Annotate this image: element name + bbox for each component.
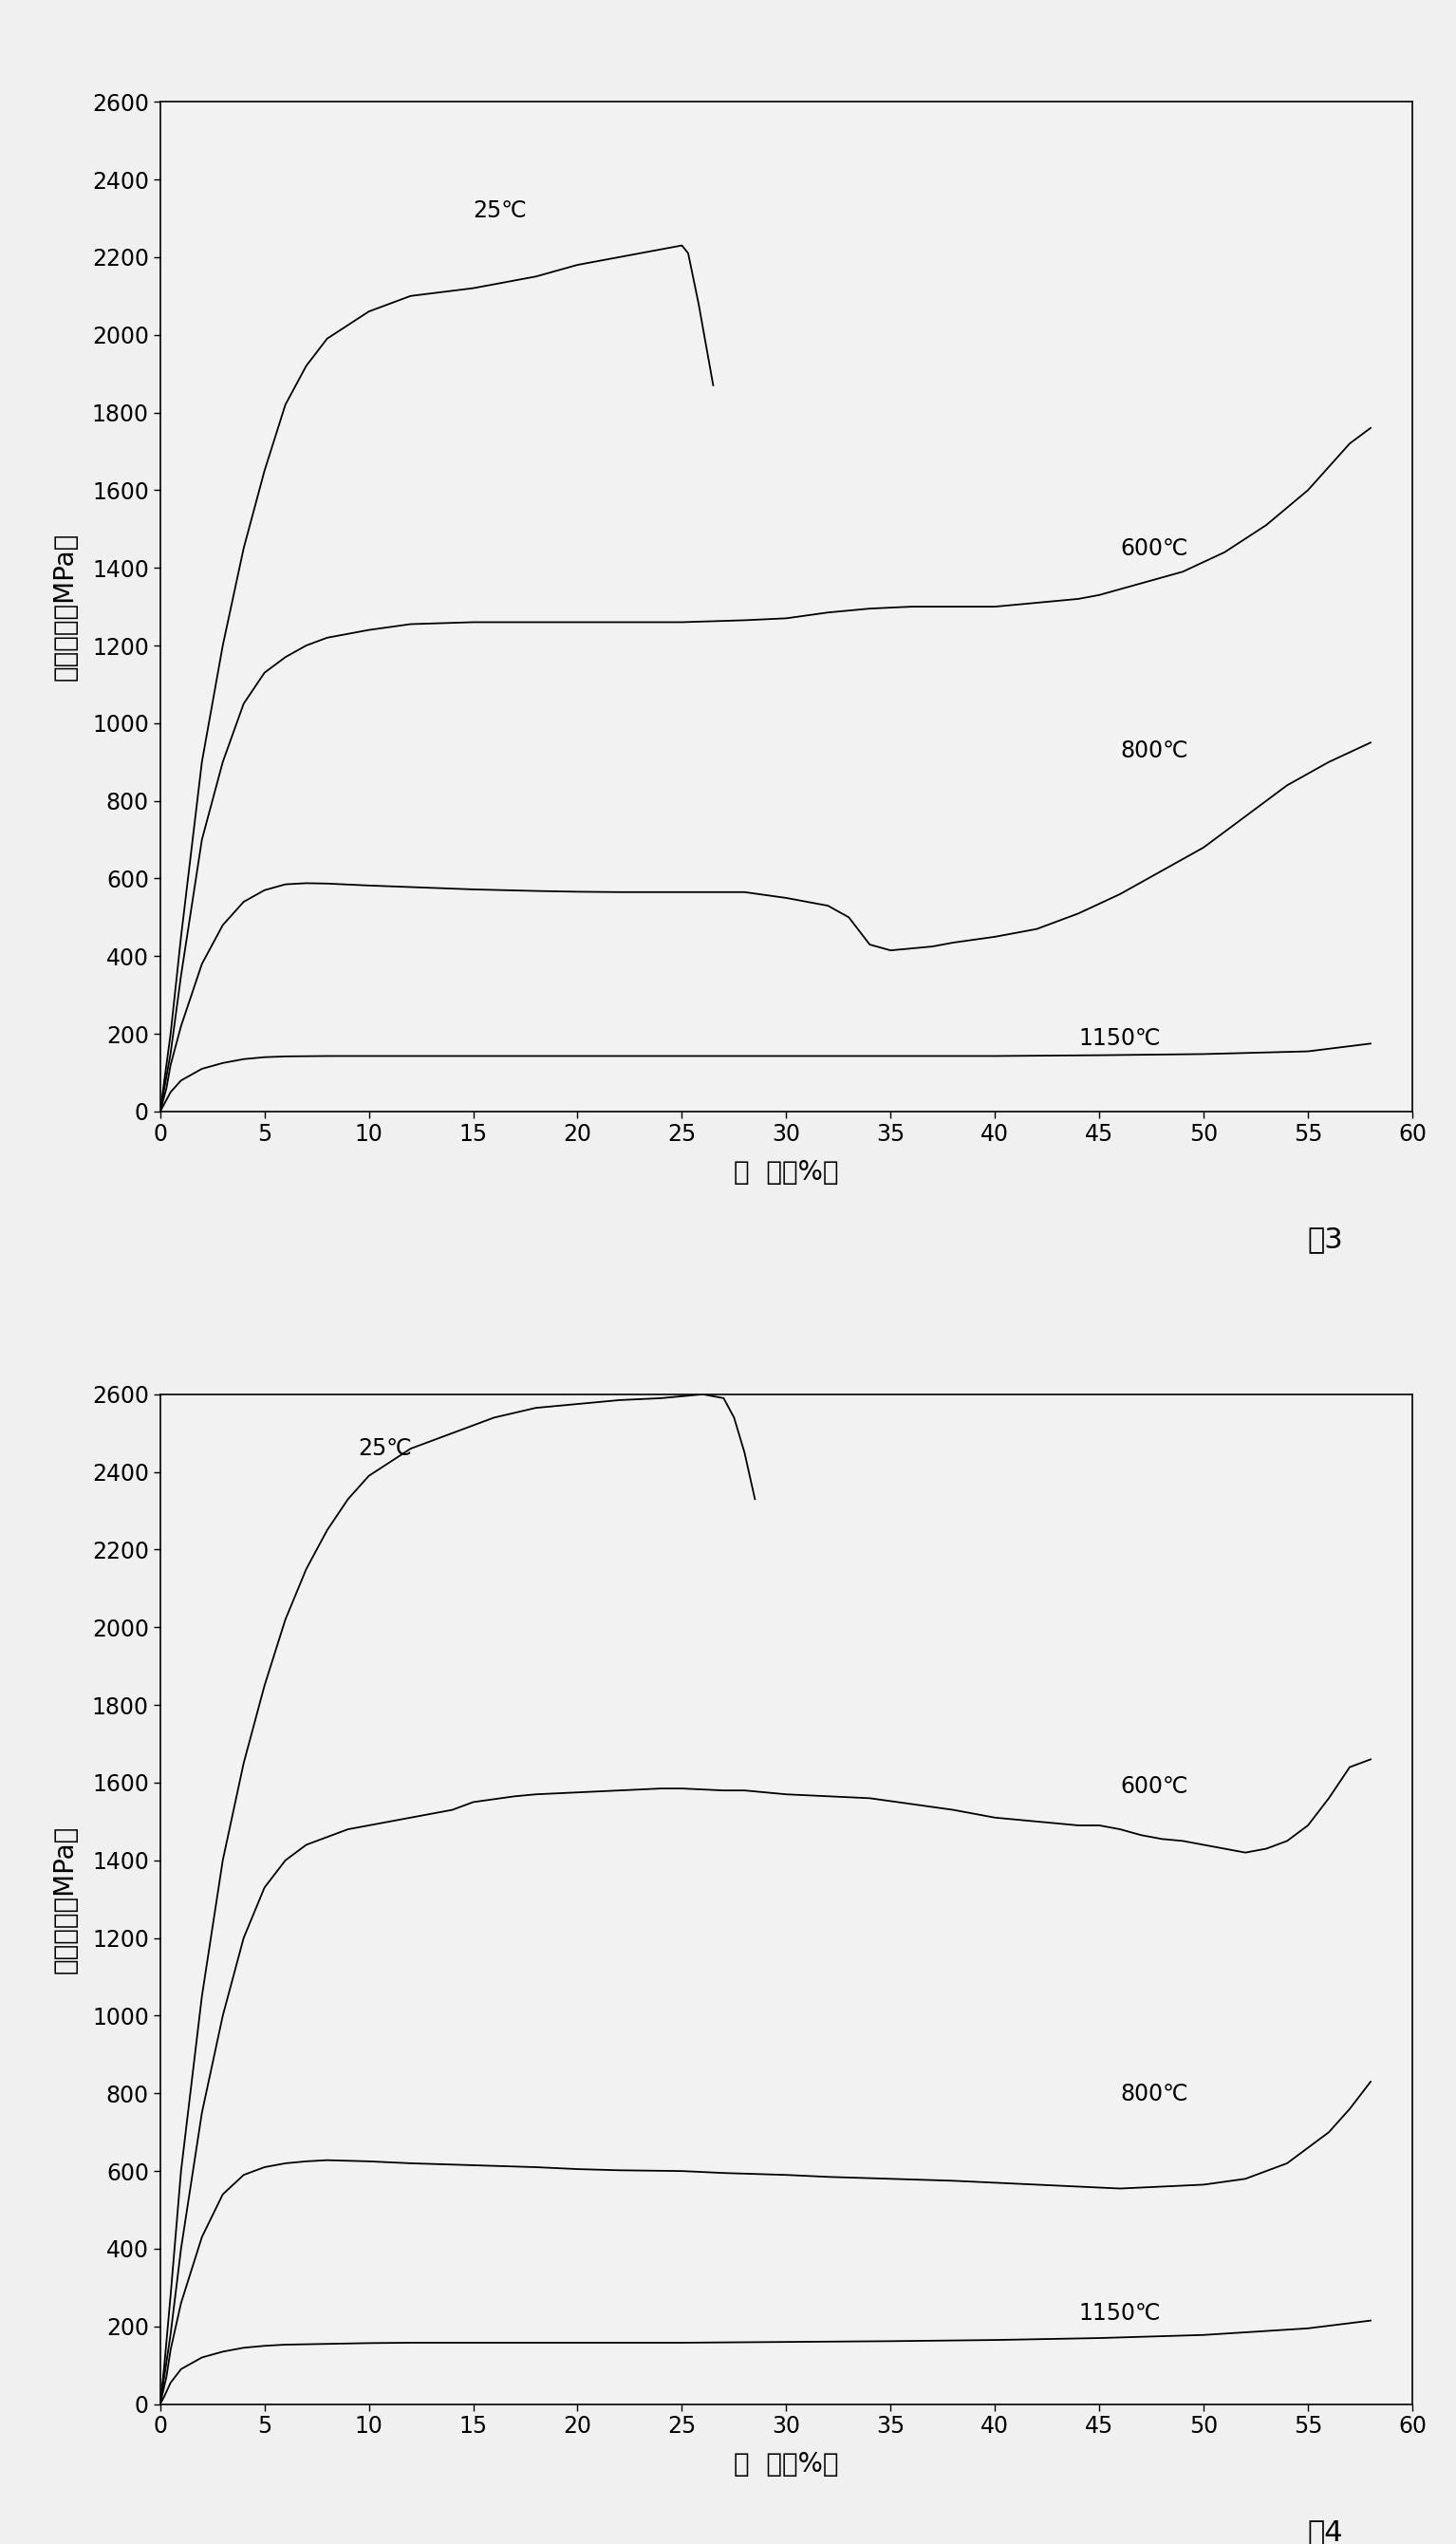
Text: 25℃: 25℃ (473, 198, 527, 221)
Text: 800℃: 800℃ (1120, 740, 1188, 763)
Text: 800℃: 800℃ (1120, 2081, 1188, 2104)
X-axis label: 应  变（%）: 应 变（%） (734, 1158, 839, 1186)
Y-axis label: 屈服强度（MPa）: 屈服强度（MPa） (52, 532, 79, 682)
Text: 1150℃: 1150℃ (1079, 2302, 1160, 2325)
Text: 25℃: 25℃ (358, 1437, 412, 1460)
Text: 600℃: 600℃ (1120, 1776, 1188, 1799)
Text: 图4: 图4 (1307, 2519, 1342, 2544)
Text: 图3: 图3 (1307, 1226, 1342, 1254)
Text: 600℃: 600℃ (1120, 537, 1188, 560)
X-axis label: 应  变（%）: 应 变（%） (734, 2452, 839, 2478)
Text: 1150℃: 1150℃ (1079, 1028, 1160, 1051)
Y-axis label: 屈服强度（MPa）: 屈服强度（MPa） (52, 1824, 79, 1974)
